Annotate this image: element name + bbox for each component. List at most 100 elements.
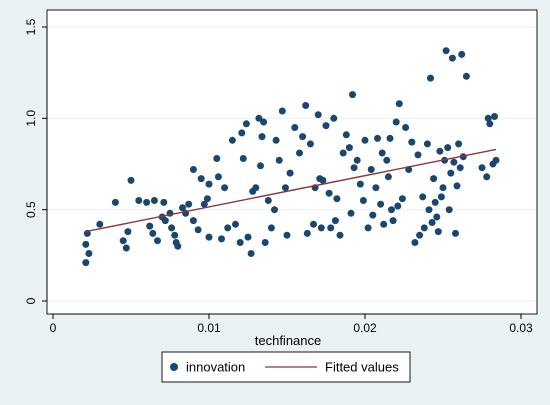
- scatter-point: [168, 224, 176, 232]
- scatter-point: [427, 74, 434, 82]
- scatter-point: [437, 193, 445, 201]
- scatter-point: [447, 169, 455, 177]
- scatter-point: [221, 184, 229, 192]
- scatter-point: [96, 220, 104, 228]
- scatter-point: [339, 149, 347, 157]
- scatter-point: [232, 220, 239, 228]
- scatter-point: [278, 107, 286, 115]
- scatter-point: [252, 184, 260, 192]
- scatter-point: [260, 118, 268, 126]
- scatter-point: [428, 219, 436, 226]
- scatter-point: [205, 233, 213, 241]
- scatter-point: [356, 180, 364, 188]
- scatter-point: [492, 156, 500, 164]
- scatter-point: [377, 200, 385, 208]
- scatter-point: [325, 189, 333, 197]
- x-tick-label: 0: [50, 321, 57, 335]
- scatter-point: [331, 217, 339, 225]
- scatter-point: [291, 124, 299, 131]
- scatter-point: [296, 149, 303, 157]
- scatter-point: [124, 228, 132, 236]
- scatter-point: [149, 229, 157, 237]
- scatter-point: [239, 155, 247, 162]
- scatter-point: [364, 224, 372, 232]
- legend-label-innovation: innovation: [186, 360, 245, 375]
- scatter-point: [327, 224, 335, 232]
- scatter-point: [333, 195, 341, 203]
- scatter-point: [185, 200, 193, 208]
- scatter-point: [127, 176, 135, 184]
- plot-frame: [46, 9, 538, 315]
- scatter-point: [143, 198, 151, 206]
- x-tick-label: 0.02: [353, 321, 377, 335]
- scatter-point: [367, 166, 375, 173]
- scatter-point: [478, 164, 486, 172]
- fitted-line: [85, 148, 497, 233]
- scatter-point: [453, 182, 461, 190]
- scatter-point: [389, 217, 397, 225]
- data-points: [82, 47, 500, 267]
- scatter-point: [150, 197, 158, 204]
- scatter-point: [267, 224, 275, 232]
- scatter-point: [430, 175, 438, 183]
- scatter-point: [408, 138, 416, 146]
- scatter-point: [238, 129, 246, 137]
- scatter-point: [310, 220, 317, 228]
- scatter-point: [395, 100, 403, 108]
- scatter-point: [135, 197, 143, 204]
- scatter-point: [205, 180, 213, 188]
- scatter-point: [439, 184, 447, 192]
- scatter-point: [372, 184, 380, 192]
- scatter-point: [456, 164, 464, 172]
- scatter-point: [484, 114, 492, 122]
- y-tick-label: 1.0: [24, 110, 38, 127]
- scatter-point: [458, 50, 466, 58]
- y-tick-label: 1.5: [24, 18, 38, 35]
- scatter-point: [161, 217, 169, 225]
- scatter-point: [483, 173, 491, 181]
- scatter-point: [275, 156, 283, 164]
- scatter-point: [486, 120, 494, 128]
- scatter-point: [197, 175, 205, 183]
- scatter-point: [82, 240, 90, 248]
- legend: innovation Fitted values: [161, 351, 411, 383]
- scatter-point: [154, 237, 161, 245]
- scatter-point: [189, 217, 197, 225]
- scatter-point: [213, 155, 221, 162]
- scatter-point: [353, 156, 361, 164]
- scatter-point: [434, 228, 442, 236]
- scatter-point: [218, 235, 225, 243]
- scatter-point: [122, 244, 130, 252]
- scatter-point: [261, 239, 269, 246]
- scatter-point: [306, 140, 314, 148]
- scatter-point: [264, 197, 272, 204]
- scatter-point: [388, 206, 395, 214]
- scatter-point: [433, 213, 441, 221]
- scatter-point: [462, 72, 470, 80]
- scatter-point: [445, 206, 453, 214]
- scatter-point: [450, 158, 458, 166]
- scatter-point: [431, 198, 439, 206]
- scatter-point: [119, 237, 127, 245]
- scatter-point: [314, 111, 322, 119]
- scatter-point: [350, 164, 358, 172]
- scatter-point: [200, 200, 208, 208]
- scatter-point: [392, 118, 400, 126]
- scatter-point: [361, 136, 369, 144]
- scatter-point: [258, 133, 266, 141]
- scatter-point: [380, 220, 388, 228]
- scatter-point: [374, 134, 381, 142]
- legend-marker-innovation: [170, 363, 178, 371]
- scatter-point: [369, 211, 377, 219]
- scatter-point: [317, 224, 325, 232]
- scatter-point: [330, 114, 338, 122]
- scatter-point: [394, 202, 402, 210]
- scatter-point: [281, 184, 289, 192]
- scatter-point: [442, 47, 450, 55]
- y-tick-label: 0: [24, 297, 38, 304]
- scatter-point: [303, 229, 311, 237]
- scatter-point: [319, 176, 327, 184]
- scatter-point: [283, 231, 291, 239]
- scatter-point: [146, 222, 154, 230]
